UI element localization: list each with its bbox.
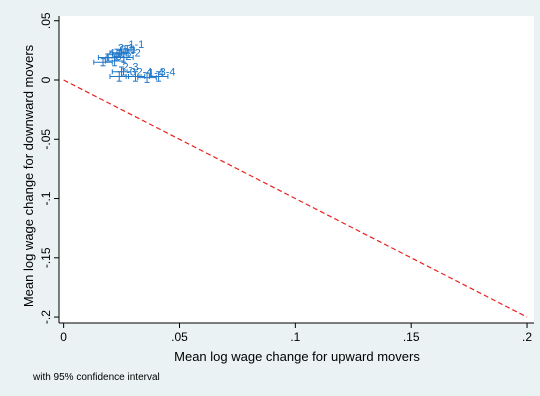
y-tick-label: 0 xyxy=(39,76,53,83)
x-tick-label: 0 xyxy=(60,330,67,344)
point-label: 1-3 xyxy=(120,66,136,78)
chart-note: with 95% confidence interval xyxy=(32,372,160,383)
reference-line-layer xyxy=(63,79,528,318)
data-point: 3-4 xyxy=(148,66,176,82)
x-tick-label: .05 xyxy=(171,330,188,344)
x-tick-label: .15 xyxy=(403,330,420,344)
y-tick-label: .05 xyxy=(39,12,53,29)
point-label: 3-4 xyxy=(160,66,176,78)
point-label: 2-1 xyxy=(118,43,134,55)
data-point: 4-2 xyxy=(93,52,120,67)
point-label: 3-2 xyxy=(116,51,132,63)
plot-area xyxy=(59,16,534,323)
reference-line xyxy=(63,79,528,318)
point-label: 1-1 xyxy=(128,39,144,51)
point-label: 1-2 xyxy=(125,47,141,59)
points-layer: 1-12-13-14-1 1-23-24-22-31-3 2-41-43-4 xyxy=(93,39,176,83)
data-point: 3-2 xyxy=(104,51,132,67)
x-axis-label: Mean log wage change for upward movers xyxy=(174,349,420,364)
y-tick-label: -.05 xyxy=(39,129,53,150)
point-label: 4-2 xyxy=(104,52,120,64)
point-label: 2-3 xyxy=(123,62,139,74)
point-label: 2-4 xyxy=(136,66,152,78)
data-point: 2-4 xyxy=(125,66,152,82)
y-tick-label: -.15 xyxy=(39,247,53,268)
x-tick-label: .1 xyxy=(290,330,300,344)
x-tick-label: .2 xyxy=(522,330,532,344)
y-axis-label: Mean log wage change for downward movers xyxy=(21,44,36,307)
y-tick-label: -.2 xyxy=(39,310,53,324)
data-point: 1-3 xyxy=(109,66,136,82)
data-point: 2-3 xyxy=(111,62,139,77)
y-tick-label: -.1 xyxy=(39,191,53,205)
axis-ticks-layer: 0 .05 .1 .15 .2 .05 0 -.05 -.1 -.15 -.2 xyxy=(39,12,532,344)
